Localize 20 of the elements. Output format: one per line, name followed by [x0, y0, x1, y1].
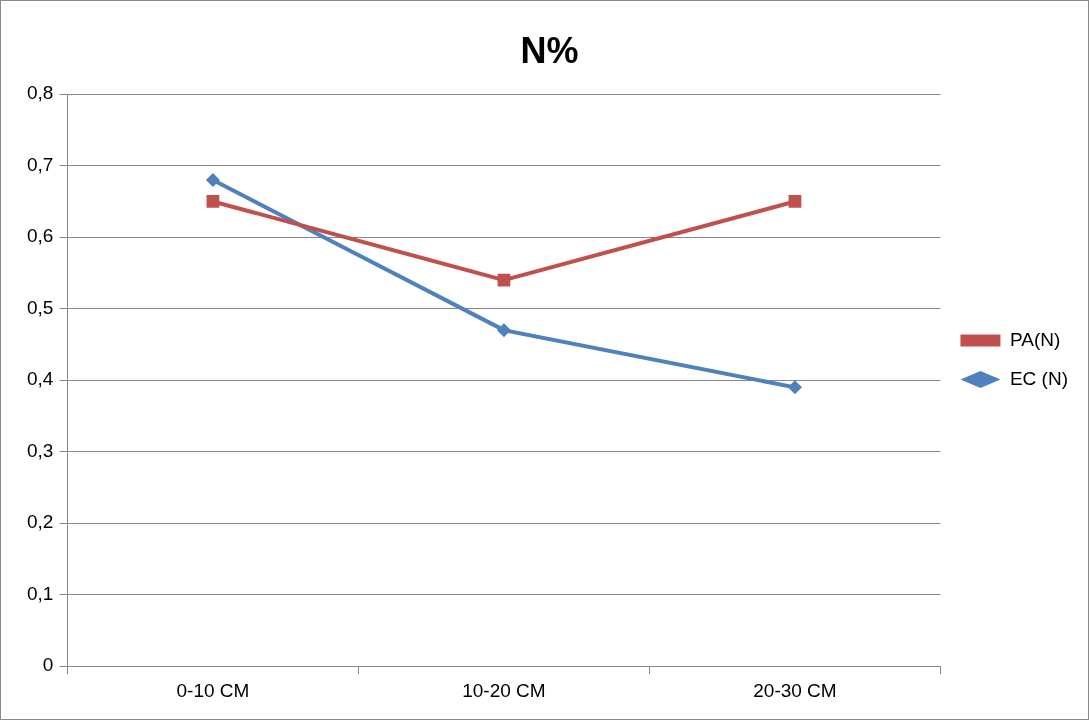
x-tick-label: 20-30 CM — [753, 679, 837, 701]
point — [788, 195, 802, 208]
y-tick-label: 0,7 — [26, 153, 54, 175]
legend-label: PA(N) — [1009, 328, 1061, 350]
point — [205, 173, 220, 187]
y-tick-label: 0 — [42, 654, 54, 676]
y-tick-label: 0,4 — [26, 368, 54, 390]
y-tick-label: 0,8 — [26, 82, 54, 104]
point — [787, 380, 802, 395]
y-tick-label: 0,5 — [26, 296, 54, 318]
point — [206, 195, 220, 208]
y-tick-label: 0,2 — [26, 511, 54, 533]
chart-title: N% — [520, 29, 579, 71]
legend-label: EC (N) — [1009, 367, 1069, 389]
y-tick-label: 0,6 — [26, 225, 54, 247]
y-tick-label: 0,3 — [26, 439, 54, 461]
x-tick-label: 0-10 CM — [176, 679, 250, 701]
point — [496, 323, 511, 338]
x-tick-label: 10-20 CM — [462, 679, 546, 701]
y-tick-label: 0,1 — [26, 582, 54, 604]
